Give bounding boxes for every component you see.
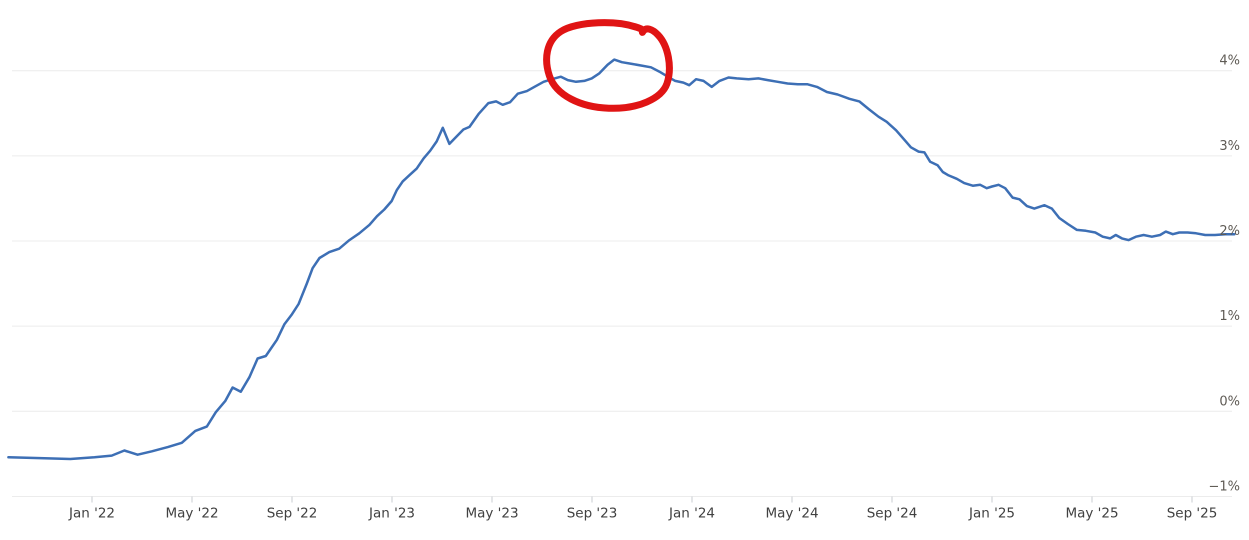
y-axis-label: −1% — [1208, 479, 1240, 494]
y-axis-label: 3% — [1219, 139, 1240, 154]
x-axis-label: Jan '22 — [68, 505, 115, 521]
x-axis-label: Sep '24 — [867, 505, 918, 521]
x-axis-label: Jan '25 — [968, 505, 1015, 521]
x-axis-label: May '24 — [765, 505, 818, 521]
y-axis-label: 0% — [1219, 394, 1240, 409]
y-axis-label: 2% — [1219, 224, 1240, 239]
x-axis-label: May '22 — [165, 505, 218, 521]
y-axis-label: 4% — [1219, 54, 1240, 69]
x-axis-label: Sep '25 — [1167, 505, 1218, 521]
y-axis-label: 1% — [1219, 309, 1240, 324]
series-line — [7, 58, 1236, 461]
x-axis-label: Jan '23 — [368, 505, 415, 521]
x-axis-label: May '25 — [1065, 505, 1118, 521]
x-axis-label: May '23 — [465, 505, 518, 521]
x-axis-label: Sep '23 — [567, 505, 618, 521]
x-axis-label: Jan '24 — [668, 505, 715, 521]
x-axis-label: Sep '22 — [267, 505, 318, 521]
peak-annotation-circle — [543, 19, 673, 112]
